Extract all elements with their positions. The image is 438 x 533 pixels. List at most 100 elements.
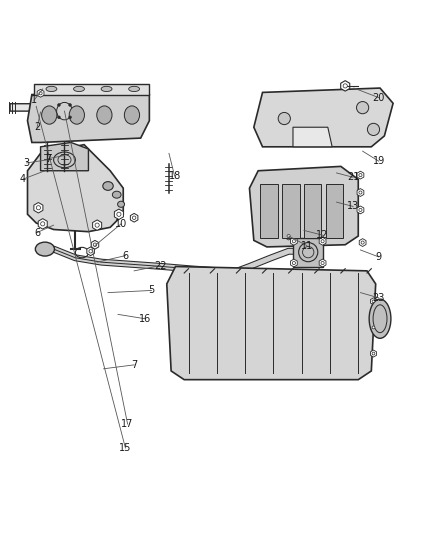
Text: 15: 15 <box>119 443 131 453</box>
Polygon shape <box>325 184 343 238</box>
Polygon shape <box>34 203 43 213</box>
Polygon shape <box>38 219 47 229</box>
Circle shape <box>372 352 375 355</box>
Text: 20: 20 <box>373 93 385 103</box>
Circle shape <box>361 241 364 244</box>
Circle shape <box>287 235 290 238</box>
Circle shape <box>58 116 60 118</box>
Circle shape <box>93 243 97 246</box>
Text: 13: 13 <box>347 201 359 212</box>
Circle shape <box>39 92 42 95</box>
Ellipse shape <box>42 106 57 124</box>
Polygon shape <box>92 220 102 230</box>
Circle shape <box>359 208 362 212</box>
Ellipse shape <box>97 106 112 124</box>
Circle shape <box>359 174 362 176</box>
Polygon shape <box>341 80 350 91</box>
Polygon shape <box>250 166 358 247</box>
Text: 16: 16 <box>139 314 151 324</box>
Circle shape <box>117 212 121 216</box>
Circle shape <box>321 262 324 264</box>
Polygon shape <box>34 84 149 94</box>
Circle shape <box>36 206 40 210</box>
Text: 11: 11 <box>301 240 313 251</box>
Ellipse shape <box>46 86 57 92</box>
Polygon shape <box>28 90 149 142</box>
Ellipse shape <box>129 86 140 92</box>
Polygon shape <box>357 206 364 214</box>
Ellipse shape <box>113 191 121 198</box>
Polygon shape <box>41 142 88 171</box>
Polygon shape <box>371 324 377 331</box>
Text: 5: 5 <box>148 286 155 295</box>
Polygon shape <box>293 238 323 266</box>
Ellipse shape <box>278 112 290 125</box>
Circle shape <box>321 240 324 243</box>
Polygon shape <box>357 189 364 197</box>
Circle shape <box>58 103 60 106</box>
Text: 10: 10 <box>115 219 127 229</box>
Text: 6: 6 <box>34 228 40 238</box>
Polygon shape <box>371 350 377 357</box>
Ellipse shape <box>101 86 112 92</box>
Circle shape <box>292 262 295 264</box>
Polygon shape <box>37 90 44 97</box>
Ellipse shape <box>117 201 124 207</box>
Polygon shape <box>304 184 321 238</box>
Polygon shape <box>319 237 326 245</box>
Ellipse shape <box>357 102 369 114</box>
Polygon shape <box>260 184 278 238</box>
Text: 21: 21 <box>347 172 359 182</box>
Polygon shape <box>359 239 366 246</box>
Circle shape <box>132 216 136 220</box>
Ellipse shape <box>367 123 380 135</box>
Text: 22: 22 <box>154 261 166 271</box>
Ellipse shape <box>74 86 85 92</box>
Circle shape <box>343 84 347 88</box>
Polygon shape <box>254 88 393 147</box>
Text: 4: 4 <box>19 174 25 184</box>
Polygon shape <box>290 237 297 245</box>
Ellipse shape <box>53 99 75 123</box>
Circle shape <box>359 191 362 194</box>
Circle shape <box>292 240 295 243</box>
Polygon shape <box>293 127 332 147</box>
Text: 2: 2 <box>34 122 40 132</box>
Ellipse shape <box>35 242 54 256</box>
Polygon shape <box>87 247 94 256</box>
Polygon shape <box>114 209 124 220</box>
Polygon shape <box>28 144 123 232</box>
Polygon shape <box>357 171 364 179</box>
Circle shape <box>69 103 71 106</box>
Polygon shape <box>285 232 292 240</box>
Circle shape <box>372 300 375 303</box>
Polygon shape <box>319 259 326 267</box>
Circle shape <box>41 222 45 226</box>
Text: 17: 17 <box>121 419 134 429</box>
Polygon shape <box>10 104 51 111</box>
Polygon shape <box>167 266 376 379</box>
Circle shape <box>95 223 99 227</box>
Text: 12: 12 <box>316 230 329 240</box>
Text: 1: 1 <box>31 95 37 105</box>
Ellipse shape <box>369 299 391 338</box>
Ellipse shape <box>69 106 85 124</box>
Circle shape <box>89 249 92 253</box>
Circle shape <box>69 116 71 118</box>
Text: 9: 9 <box>376 252 382 262</box>
Ellipse shape <box>124 106 140 124</box>
Text: 6: 6 <box>122 251 128 261</box>
Circle shape <box>372 326 375 329</box>
Text: 7: 7 <box>45 154 52 164</box>
Polygon shape <box>282 184 300 238</box>
Polygon shape <box>371 298 377 305</box>
Text: 3: 3 <box>24 158 30 168</box>
Polygon shape <box>290 259 297 267</box>
Text: 18: 18 <box>169 171 181 181</box>
Ellipse shape <box>103 182 113 190</box>
Polygon shape <box>91 240 99 249</box>
Text: 19: 19 <box>373 156 385 166</box>
Text: 23: 23 <box>373 293 385 303</box>
Polygon shape <box>131 213 138 222</box>
Text: 7: 7 <box>131 360 137 370</box>
